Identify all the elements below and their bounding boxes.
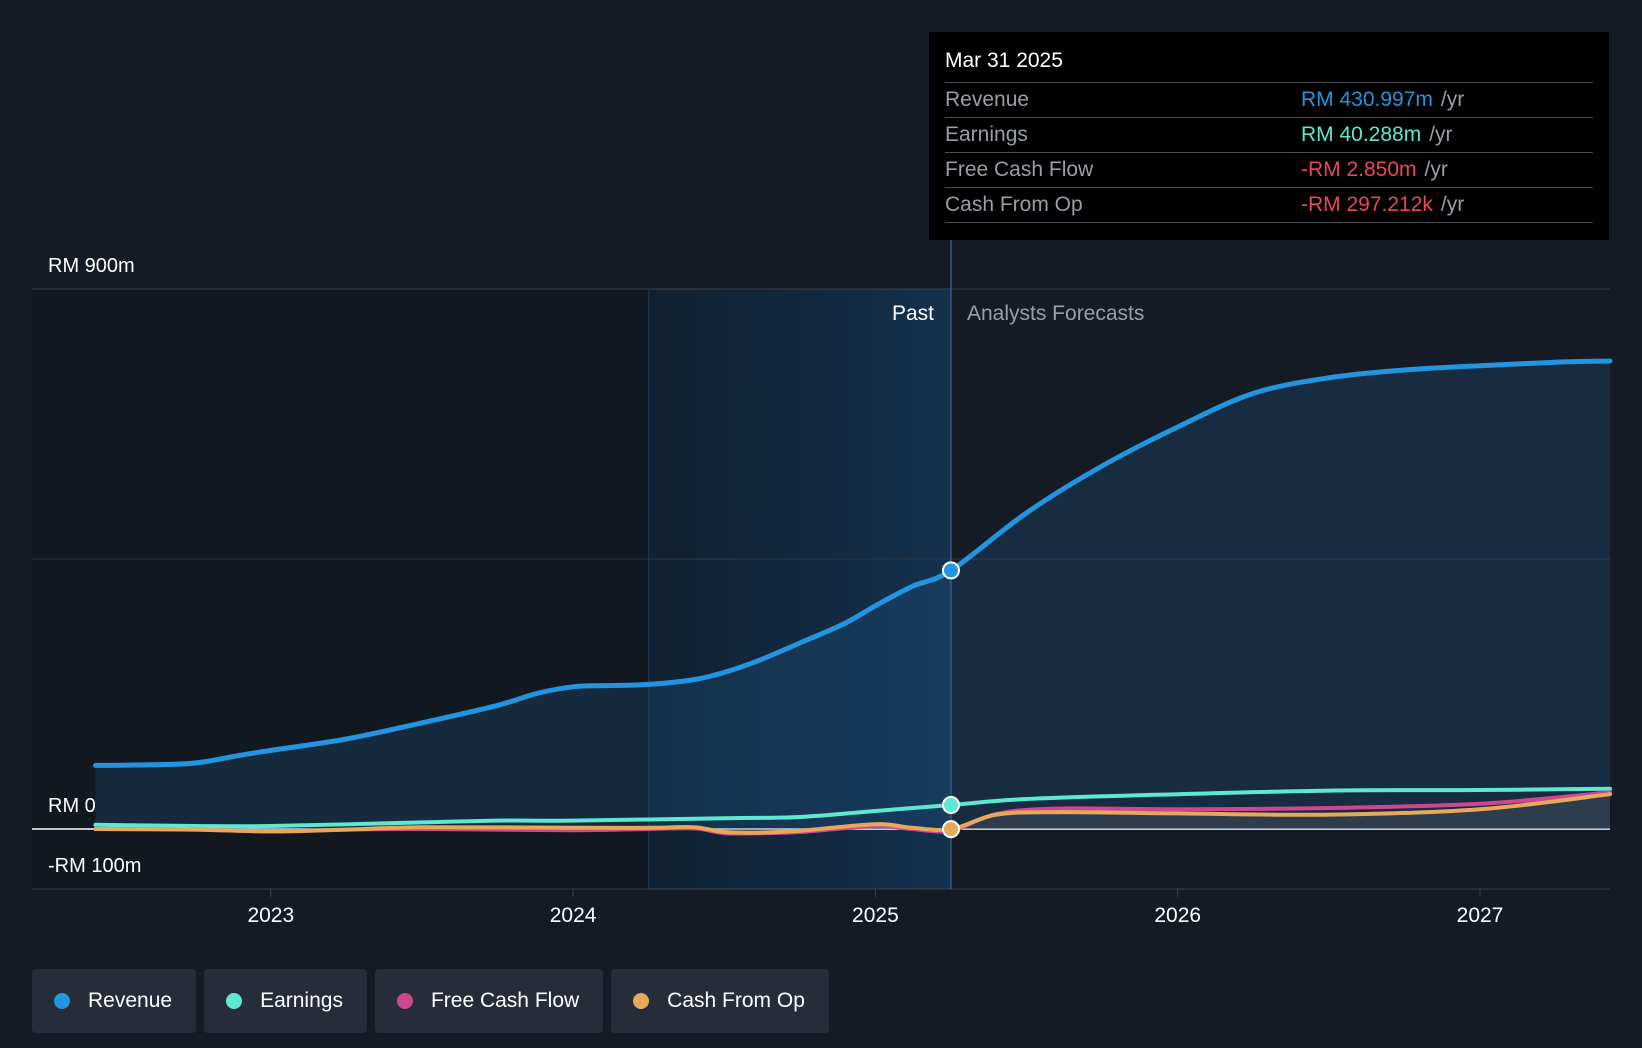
forecast-label: Analysts Forecasts	[967, 302, 1144, 325]
x-tick-label: 2024	[550, 904, 597, 927]
earnings-line	[93, 786, 1612, 829]
y-label-top: RM 900m	[48, 255, 135, 277]
y-label-bottom: -RM 100m	[48, 855, 141, 877]
tooltip-label: Cash From Op	[945, 193, 1083, 216]
tooltip-row-revenue: Revenue RM 430.997m /yr	[945, 82, 1593, 117]
x-tick-label: 2023	[247, 904, 294, 927]
free-cash-flow-dot-icon	[396, 993, 413, 1009]
legend-item-earnings[interactable]: Earnings	[204, 969, 367, 1033]
legend-item-free-cash-flow[interactable]: Free Cash Flow	[374, 969, 604, 1033]
tooltip-value: RM 40.288m	[1301, 123, 1422, 146]
series-lines	[93, 358, 1613, 836]
tooltip-row-cash-from-op: Cash From Op -RM 297.212k /yr	[945, 187, 1593, 223]
earnings-dot-icon	[226, 993, 243, 1009]
legend-label: Revenue	[88, 989, 173, 1012]
revenue-dot-icon	[54, 993, 70, 1009]
tooltip-label: Free Cash Flow	[945, 158, 1094, 181]
tooltip-row-free-cash-flow: Free Cash Flow -RM 2.850m /yr	[945, 152, 1593, 187]
past-highlight	[648, 289, 951, 889]
legend-label: Free Cash Flow	[430, 989, 580, 1012]
revenue-line	[93, 358, 1613, 768]
legend-item-cash-from-op[interactable]: Cash From Op	[611, 969, 829, 1033]
tooltip-unit: /yr	[1424, 158, 1448, 181]
tooltip-date: Mar 31 2025	[945, 49, 1063, 72]
tooltip-unit: /yr	[1440, 88, 1465, 111]
tooltip-value: -RM 297.212k	[1301, 193, 1433, 216]
cash-from-op-line	[93, 792, 1612, 835]
tooltip-unit: /yr	[1440, 193, 1465, 216]
x-tick-label: 2027	[1457, 904, 1504, 927]
tooltip-label: Revenue	[945, 88, 1030, 111]
legend: Revenue Earnings Free Cash Flow Cash Fro…	[32, 969, 829, 1033]
x-axis: 2023 2024 2025 2026 2027	[247, 889, 1503, 927]
tooltip-row-earnings: Earnings RM 40.288m /yr	[945, 117, 1593, 152]
past-label: Past	[892, 302, 934, 325]
revenue-marker[interactable]	[941, 561, 960, 580]
markers	[941, 561, 960, 839]
tooltip-label: Earnings	[945, 123, 1028, 146]
cash-from-op-dot-icon	[633, 993, 650, 1009]
tooltip-unit: /yr	[1429, 123, 1453, 146]
y-label-zero: RM 0	[48, 795, 96, 817]
legend-label: Cash From Op	[667, 989, 805, 1012]
legend-item-revenue[interactable]: Revenue	[32, 969, 197, 1033]
earnings-marker[interactable]	[941, 796, 960, 814]
x-tick-label: 2025	[852, 904, 899, 927]
cash-from-op-marker[interactable]	[941, 820, 960, 839]
x-tick-label: 2026	[1154, 904, 1201, 927]
cash-from-op-area-fill	[95, 794, 1610, 833]
tooltip-value: -RM 2.850m	[1301, 158, 1417, 181]
legend-label: Earnings	[260, 989, 343, 1012]
tooltip: Mar 31 2025 Revenue RM 430.997m /yr Earn…	[929, 32, 1609, 240]
tooltip-value: RM 430.997m	[1301, 88, 1433, 111]
